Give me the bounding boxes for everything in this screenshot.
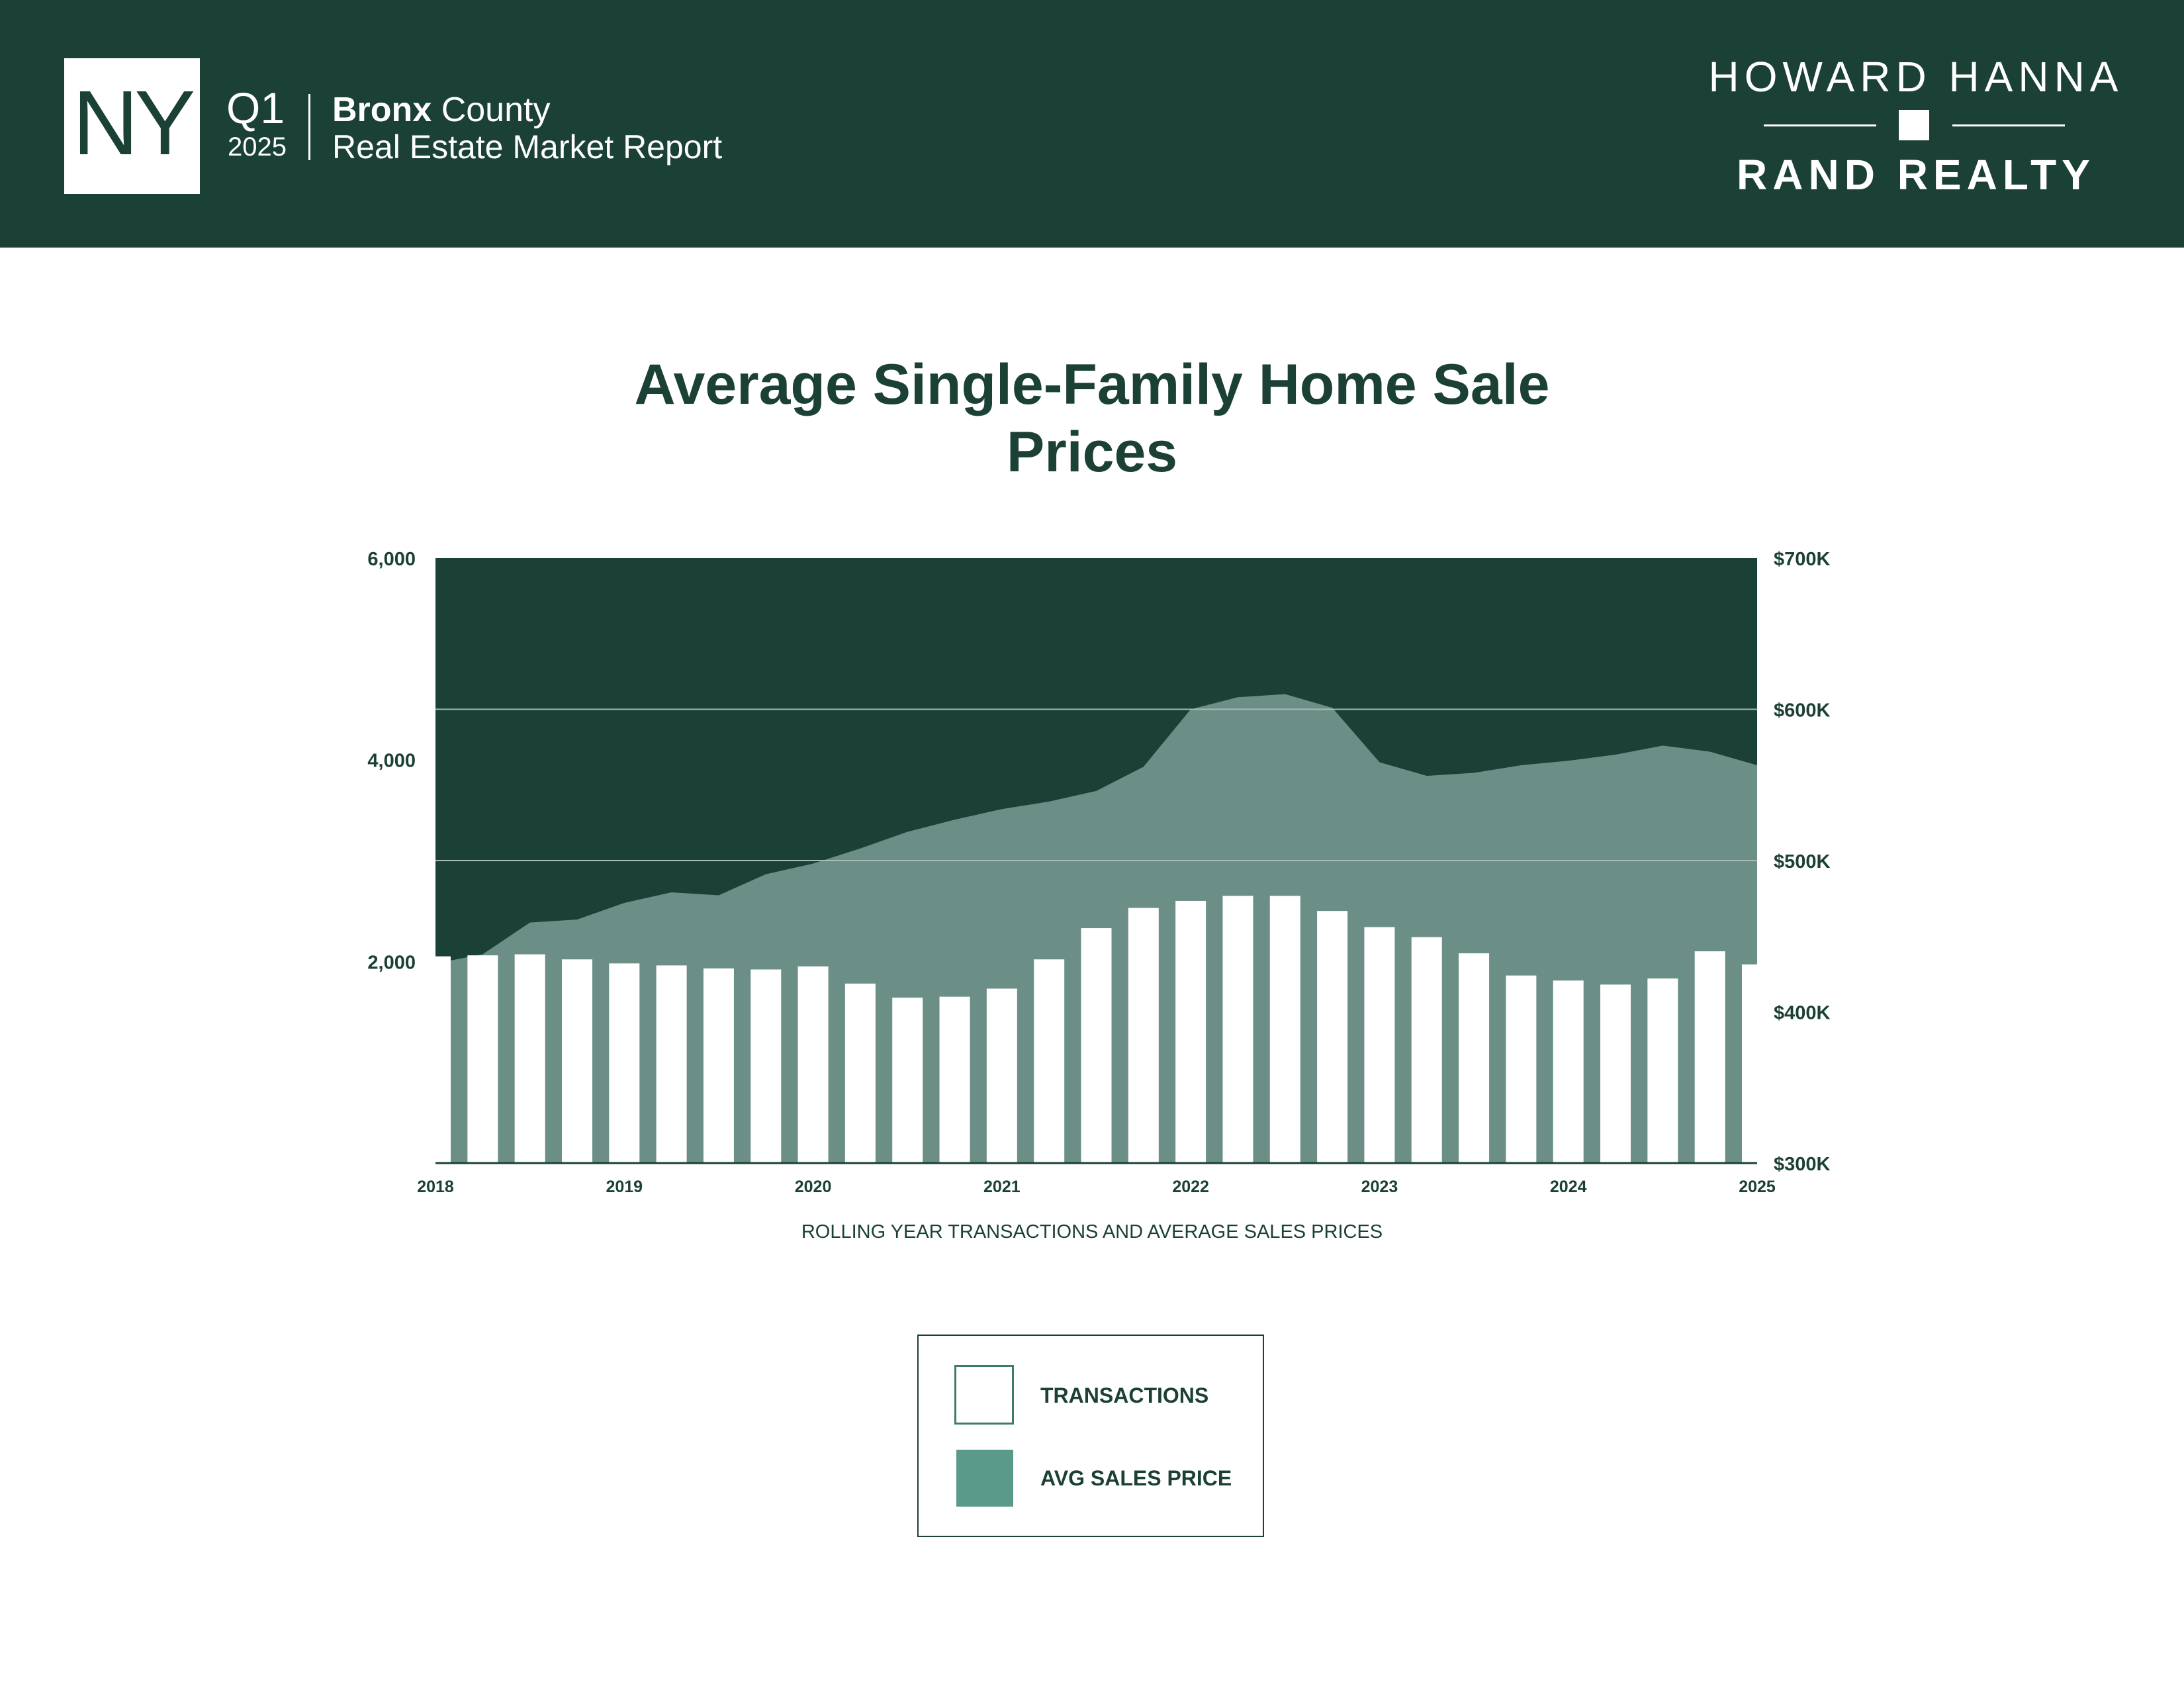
brand-square-icon xyxy=(1899,110,1929,140)
quarter-label: Q1 xyxy=(226,83,285,132)
transactions-bar xyxy=(939,996,970,1163)
y-right-tick-label: $600K xyxy=(1774,700,1831,722)
x-tick-label: 2022 xyxy=(1172,1178,1209,1196)
transactions-bar xyxy=(1317,911,1348,1163)
x-tick-label: 2025 xyxy=(1739,1178,1776,1196)
y-right-tick-label: $700K xyxy=(1774,549,1831,570)
transactions-bar xyxy=(1269,896,1300,1163)
report-header: NY Q1 2025 Bronx County Real Estate Mark… xyxy=(0,0,2184,248)
report-title: Real Estate Market Report xyxy=(332,128,723,165)
county-title: Bronx County xyxy=(332,90,550,130)
y-left-tick-label: 2,000 xyxy=(367,952,416,973)
y-left-tick-label: 4,000 xyxy=(367,751,416,772)
x-tick-label: 2023 xyxy=(1361,1178,1398,1196)
chart-title: Average Single-Family Home Sale Prices xyxy=(634,353,1550,484)
year-label: 2025 xyxy=(228,132,287,162)
transactions-bar xyxy=(1128,908,1159,1163)
legend-label-transactions: TRANSACTIONS xyxy=(1040,1383,1209,1407)
state-badge: NY xyxy=(64,58,200,194)
transactions-bar xyxy=(1034,959,1065,1163)
transactions-bar xyxy=(656,965,687,1163)
transactions-bar xyxy=(514,954,545,1163)
transactions-bar xyxy=(561,959,592,1163)
transactions-bar xyxy=(703,968,734,1163)
transactions-bar xyxy=(844,983,876,1163)
county-suffix: County xyxy=(432,91,551,129)
transactions-bar xyxy=(1364,927,1395,1163)
brand-name-bottom: RAND REALTY xyxy=(1737,151,2095,199)
y-right-tick-label: $300K xyxy=(1774,1154,1831,1175)
brand-rule-right xyxy=(1952,124,2065,126)
legend-swatch-avg-price xyxy=(956,1450,1013,1507)
x-tick-label: 2019 xyxy=(606,1178,643,1196)
transactions-bar xyxy=(892,998,923,1163)
legend-swatch-transactions xyxy=(954,1365,1014,1425)
transactions-bar xyxy=(1411,937,1442,1163)
county-name: Bronx xyxy=(332,91,432,129)
transactions-bar xyxy=(1742,964,1757,1163)
x-tick-label: 2021 xyxy=(983,1178,1021,1196)
transactions-bar xyxy=(1600,984,1631,1163)
legend-label-avg-price: AVG SALES PRICE xyxy=(1040,1466,1232,1490)
y-right-tick-label: $400K xyxy=(1774,1003,1831,1024)
brand-rule-left xyxy=(1764,124,1876,126)
chart-caption: ROLLING YEAR TRANSACTIONS AND AVERAGE SA… xyxy=(801,1221,1383,1243)
transactions-bar xyxy=(609,963,640,1163)
transactions-bar xyxy=(1175,900,1206,1163)
x-tick-label: 2020 xyxy=(795,1178,832,1196)
transactions-bar xyxy=(1081,928,1112,1163)
transactions-bar xyxy=(1506,975,1537,1163)
x-tick-label: 2018 xyxy=(417,1178,454,1196)
transactions-bar xyxy=(986,988,1017,1163)
transactions-bar xyxy=(1459,953,1490,1163)
transactions-bar xyxy=(1647,978,1678,1163)
brand-name-top: HOWARD HANNA xyxy=(1708,53,2124,101)
state-abbreviation: NY xyxy=(72,72,196,174)
header-divider xyxy=(308,94,310,160)
x-tick-label: 2024 xyxy=(1550,1178,1587,1196)
transactions-bar xyxy=(467,955,498,1163)
transactions-bar xyxy=(797,966,829,1163)
transactions-bar xyxy=(1553,980,1584,1163)
transactions-bar xyxy=(1694,951,1725,1163)
y-left-tick-label: 6,000 xyxy=(367,549,416,570)
transactions-bar xyxy=(435,956,451,1163)
transactions-bar xyxy=(1222,896,1253,1163)
chart-legend: TRANSACTIONS AVG SALES PRICE xyxy=(917,1335,1264,1537)
transactions-bar xyxy=(751,969,782,1163)
y-right-tick-label: $500K xyxy=(1774,851,1831,872)
